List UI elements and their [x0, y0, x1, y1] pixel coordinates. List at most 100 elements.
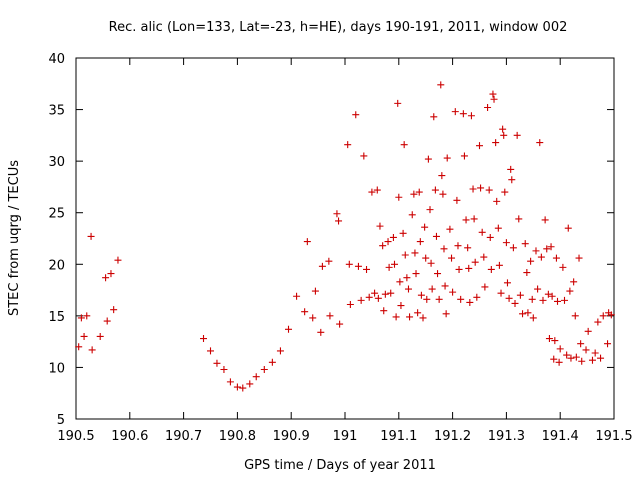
data-point: [381, 290, 389, 298]
data-point: [311, 287, 319, 295]
data-point: [490, 95, 498, 103]
data-point: [532, 247, 540, 255]
data-point: [317, 328, 325, 336]
data-point: [416, 238, 424, 246]
data-point: [88, 346, 96, 354]
data-point: [513, 131, 521, 139]
data-point: [417, 291, 425, 299]
data-point: [354, 262, 362, 270]
data-point: [333, 210, 341, 218]
data-point: [226, 378, 234, 386]
data-point: [481, 283, 489, 291]
data-point: [521, 240, 529, 248]
data-point: [379, 242, 387, 250]
data-point: [449, 288, 457, 296]
data-point: [363, 265, 371, 273]
data-point: [478, 228, 486, 236]
data-point: [442, 310, 450, 318]
data-point: [511, 299, 519, 307]
data-point: [252, 373, 260, 381]
data-point: [537, 253, 545, 261]
data-point: [390, 260, 398, 268]
data-point: [371, 289, 379, 297]
data-point: [570, 278, 578, 286]
data-point: [380, 307, 388, 315]
data-point: [344, 141, 352, 149]
data-point: [480, 253, 488, 261]
data-point: [454, 242, 462, 250]
data-point: [419, 314, 427, 322]
x-tick-label: 190.6: [111, 429, 148, 444]
data-point: [575, 254, 583, 262]
data-point: [385, 263, 393, 271]
x-tick-label: 190.9: [273, 429, 310, 444]
data-point: [467, 112, 475, 120]
data-point: [406, 313, 414, 321]
data-point: [352, 111, 360, 119]
data-point: [485, 186, 493, 194]
data-points: [75, 81, 615, 392]
data-point: [555, 358, 563, 366]
data-point: [346, 301, 354, 309]
data-point: [566, 287, 574, 295]
data-point: [404, 285, 412, 293]
x-axis-label: GPS time / Days of year 2011: [244, 458, 436, 473]
x-tick-label: 190.8: [219, 429, 256, 444]
data-point: [396, 278, 404, 286]
data-point: [395, 193, 403, 201]
data-point: [83, 312, 91, 320]
data-point: [368, 188, 376, 196]
data-point: [523, 269, 531, 277]
data-point: [325, 257, 333, 265]
data-point: [399, 229, 407, 237]
data-point: [422, 254, 430, 262]
data-point: [440, 245, 448, 253]
data-point: [415, 188, 423, 196]
data-point: [365, 293, 373, 301]
data-point: [500, 131, 508, 139]
data-point: [501, 188, 509, 196]
y-tick-label: 25: [48, 207, 65, 222]
chart-title: Rec. alic (Lon=133, Lat=-23, h=HE), days…: [109, 20, 568, 35]
data-point: [301, 308, 309, 316]
data-point: [326, 312, 334, 320]
data-point: [103, 317, 111, 325]
data-point: [548, 292, 556, 300]
axis-ticks: 190.5 190.6 190.7 190.8 190.9 191 191.1 191.2 19…: [48, 52, 632, 444]
data-point: [550, 355, 558, 363]
data-point: [401, 251, 409, 259]
data-point: [426, 206, 434, 214]
data-point: [233, 383, 241, 391]
data-point: [394, 99, 402, 107]
data-point: [552, 254, 560, 262]
data-point: [544, 290, 552, 298]
data-point: [432, 232, 440, 240]
data-point: [77, 314, 85, 322]
data-point: [87, 232, 95, 240]
y-tick-label: 15: [48, 310, 65, 325]
data-point: [246, 380, 254, 388]
data-point: [584, 327, 592, 335]
data-point: [114, 256, 122, 264]
data-point: [499, 125, 507, 133]
data-point: [434, 270, 442, 278]
data-point: [543, 245, 551, 253]
data-point: [471, 258, 479, 266]
data-point: [427, 259, 435, 267]
data-point: [414, 309, 422, 317]
data-point: [373, 186, 381, 194]
data-point: [519, 310, 527, 318]
data-point: [567, 354, 575, 362]
data-point: [200, 335, 208, 343]
data-point: [443, 154, 451, 162]
data-point: [591, 349, 599, 357]
data-point: [293, 292, 301, 300]
data-point: [588, 356, 596, 364]
y-tick-label: 40: [48, 52, 65, 67]
y-tick-label: 20: [48, 258, 65, 273]
data-point: [559, 263, 567, 271]
data-point: [303, 238, 311, 246]
data-point: [529, 314, 537, 322]
x-tick-label: 191.1: [380, 429, 417, 444]
